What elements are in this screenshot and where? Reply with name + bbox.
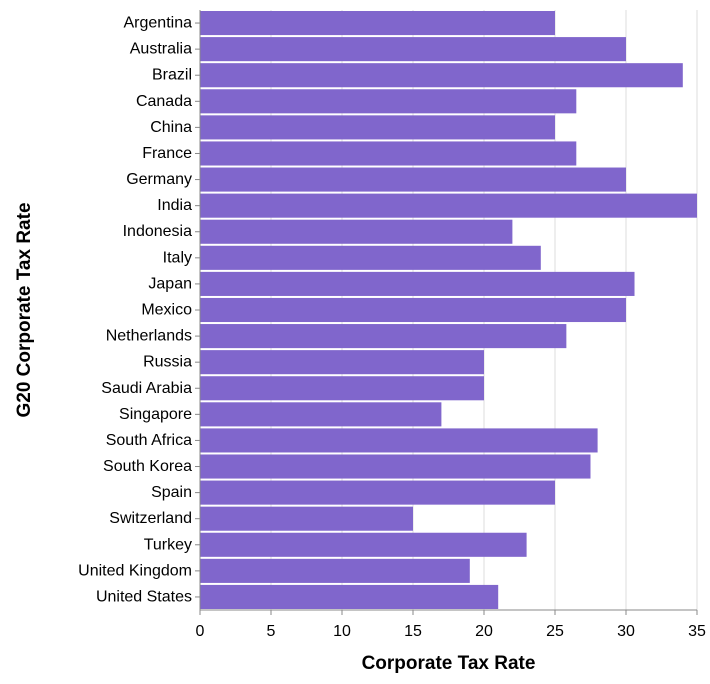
bar-france <box>200 141 577 166</box>
y-tick-label: Canada <box>136 93 192 110</box>
y-tick-label: South Africa <box>106 432 192 449</box>
bar-turkey <box>200 532 527 557</box>
y-tick-label: Russia <box>143 354 192 371</box>
y-tick-label: France <box>142 145 192 162</box>
x-tick-label: 30 <box>617 623 635 640</box>
y-tick-label: India <box>157 197 192 214</box>
bar-south-korea <box>200 454 591 479</box>
y-tick-label: United States <box>96 588 192 605</box>
bar-argentina <box>200 11 555 36</box>
bar-japan <box>200 271 635 296</box>
bar-china <box>200 115 555 140</box>
y-tick-label: Netherlands <box>106 328 192 345</box>
x-tick-label: 20 <box>475 623 493 640</box>
x-tick-label: 15 <box>404 623 422 640</box>
y-axis-title: G20 Corporate Tax Rate <box>14 202 35 417</box>
y-tick-label: Indonesia <box>123 223 192 240</box>
bar-india <box>200 193 697 218</box>
bar-brazil <box>200 63 683 88</box>
y-tick-label: Spain <box>151 484 192 501</box>
bar-netherlands <box>200 324 567 349</box>
y-tick-label: Saudi Arabia <box>101 380 192 397</box>
x-tick-label: 5 <box>267 623 276 640</box>
bars <box>200 11 697 609</box>
y-axis: Argentina Australia Brazil Canada China Franc… <box>78 10 201 610</box>
bar-germany <box>200 167 626 192</box>
y-tick-label: Japan <box>148 275 192 292</box>
bar-united-states <box>200 584 499 609</box>
y-tick-label: China <box>150 119 192 136</box>
y-tick-label: South Korea <box>103 458 192 475</box>
bar-canada <box>200 89 577 114</box>
bar-italy <box>200 245 541 270</box>
bar-singapore <box>200 402 442 427</box>
x-tick-label: 0 <box>196 623 205 640</box>
bar-indonesia <box>200 219 513 244</box>
x-tick-label: 10 <box>333 623 351 640</box>
bar-saudi-arabia <box>200 376 484 401</box>
bar-switzerland <box>200 506 413 531</box>
bar-spain <box>200 480 555 505</box>
y-tick-label: Singapore <box>119 406 192 423</box>
y-tick-label: Germany <box>126 171 192 188</box>
x-axis-title: Corporate Tax Rate <box>362 653 536 674</box>
y-tick-label: United Kingdom <box>78 562 192 579</box>
y-tick-label: Italy <box>163 249 192 266</box>
y-tick-label: Mexico <box>141 302 192 319</box>
bar-south-africa <box>200 428 598 453</box>
x-axis: 0 5 10 15 20 25 30 35 <box>196 609 706 640</box>
y-tick-label: Turkey <box>144 536 192 553</box>
y-tick-label: Argentina <box>124 15 193 32</box>
x-tick-label: 35 <box>688 623 706 640</box>
bar-russia <box>200 350 484 375</box>
y-tick-label: Brazil <box>152 67 192 84</box>
bar-australia <box>200 37 626 62</box>
y-tick-label: Australia <box>130 41 192 58</box>
x-tick-label: 25 <box>546 623 564 640</box>
bar-mexico <box>200 297 626 323</box>
y-tick-label: Switzerland <box>109 510 192 527</box>
bar-united-kingdom <box>200 558 470 583</box>
